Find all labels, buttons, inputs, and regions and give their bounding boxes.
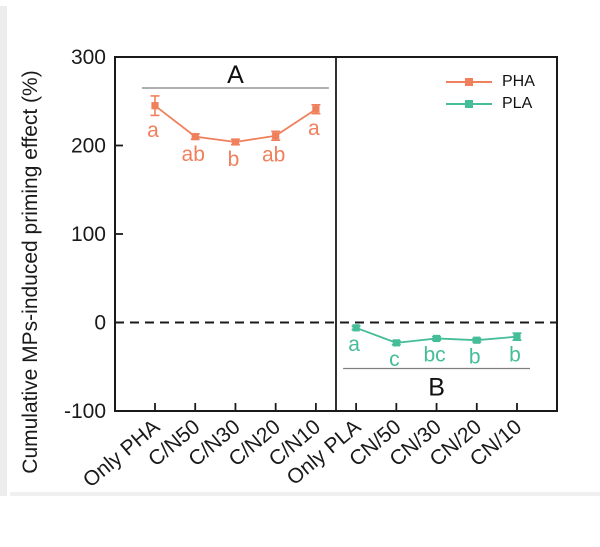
pha-data-point: [231, 138, 240, 146]
panel-label-b: B: [428, 374, 445, 402]
pha-sig-letter: a: [147, 119, 159, 142]
pla-line-marker-swatch: [446, 100, 492, 108]
pla-data-point: [473, 336, 481, 344]
pla-sig-letter: b: [509, 344, 521, 367]
pla-data-point: [392, 339, 400, 347]
figure-bottom-edge: [10, 492, 600, 496]
figure-left-edge: [0, 6, 7, 496]
pha-sig-letter: a: [308, 117, 320, 140]
legend: PHA PLA: [446, 71, 535, 115]
y-tick-label: 100: [71, 223, 106, 246]
pha-data-point: [191, 133, 199, 141]
pla-sig-letter: c: [389, 348, 400, 371]
pha-sig-letter: ab: [182, 143, 205, 166]
pla-data-point: [513, 333, 521, 341]
y-tick-label: 200: [71, 135, 106, 158]
pha-data-point: [151, 102, 159, 110]
legend-item-pha: PHA: [446, 71, 535, 93]
pla-sig-letter: b: [469, 345, 481, 368]
pla-sig-letter: a: [348, 333, 360, 356]
y-tick-label: 300: [71, 46, 106, 69]
pla-data-point: [432, 334, 441, 343]
y-axis-title: Cumulative MPs-induced priming effect (%…: [19, 70, 42, 474]
pla-data-point: [352, 324, 360, 332]
legend-label-pha: PHA: [502, 73, 535, 90]
pha-data-point: [312, 105, 320, 113]
pla-sig-letter: bc: [423, 344, 445, 367]
pha-line-marker-swatch: [446, 78, 492, 86]
pla-square-marker-icon: [465, 100, 473, 108]
legend-item-pla: PLA: [446, 93, 535, 115]
y-tick-label: -100: [64, 400, 106, 423]
pha-square-marker-icon: [465, 78, 473, 86]
pha-sig-letter: ab: [262, 144, 285, 167]
pha-data-point: [272, 132, 280, 140]
panel-label-a: A: [227, 61, 244, 89]
pha-sig-letter: b: [228, 148, 240, 171]
pha-line: [154, 104, 317, 143]
y-tick-label: 0: [94, 312, 106, 335]
legend-label-pla: PLA: [502, 95, 533, 112]
